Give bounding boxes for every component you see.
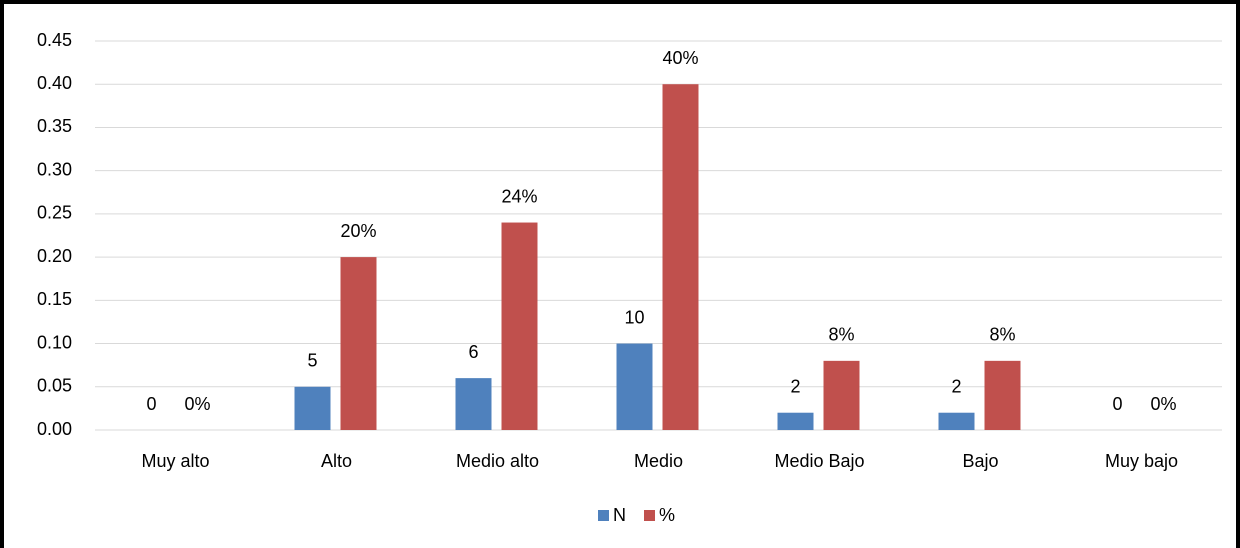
data-label: 8% — [989, 325, 1015, 345]
data-label: 40% — [662, 48, 698, 68]
data-label: 5 — [307, 351, 317, 371]
legend-label: % — [659, 505, 675, 525]
x-tick-label: Muy alto — [141, 451, 209, 471]
x-tick-label: Medio — [634, 451, 683, 471]
bar — [777, 412, 814, 430]
data-label: 0% — [1150, 394, 1176, 414]
y-tick-label: 0.30 — [37, 159, 72, 179]
bar — [455, 378, 492, 430]
bar — [938, 412, 975, 430]
y-tick-label: 0.40 — [37, 73, 72, 93]
data-label: 6 — [468, 342, 478, 362]
data-label: 2 — [790, 376, 800, 396]
y-tick-label: 0.35 — [37, 116, 72, 136]
bar — [616, 343, 653, 430]
legend-swatch — [644, 510, 655, 521]
y-tick-label: 0.00 — [37, 419, 72, 439]
x-tick-label: Alto — [321, 451, 352, 471]
bar — [823, 360, 860, 430]
x-tick-label: Muy bajo — [1105, 451, 1178, 471]
data-label: 2 — [951, 376, 961, 396]
y-tick-label: 0.25 — [37, 203, 72, 223]
bar — [984, 360, 1021, 430]
y-tick-label: 0.10 — [37, 332, 72, 352]
y-tick-label: 0.45 — [37, 30, 72, 50]
legend-label: N — [613, 505, 626, 525]
data-label: 24% — [501, 186, 537, 206]
bar — [662, 84, 699, 430]
x-tick-label: Medio Bajo — [774, 451, 864, 471]
legend-swatch — [598, 510, 609, 521]
x-tick-label: Bajo — [962, 451, 998, 471]
y-tick-label: 0.05 — [37, 376, 72, 396]
bar — [294, 386, 331, 430]
data-label: 8% — [828, 325, 854, 345]
data-label: 0% — [184, 394, 210, 414]
data-label: 0 — [146, 394, 156, 414]
data-label: 10 — [624, 307, 644, 327]
y-tick-label: 0.20 — [37, 246, 72, 266]
y-tick-label: 0.15 — [37, 289, 72, 309]
data-label: 20% — [340, 221, 376, 241]
bar — [340, 257, 377, 430]
bar — [501, 222, 538, 430]
data-label: 0 — [1112, 394, 1122, 414]
x-tick-label: Medio alto — [456, 451, 539, 471]
